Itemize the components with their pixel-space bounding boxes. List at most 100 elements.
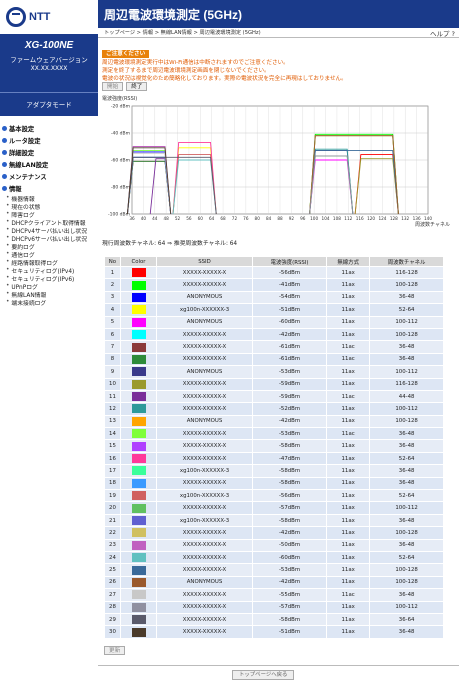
update-button[interactable]: 更新: [104, 646, 126, 655]
mode-cell: 11ax: [326, 612, 371, 627]
menu-item[interactable]: DHCPクライアント取得情報: [0, 218, 98, 227]
mode-cell: 11ax: [326, 439, 371, 453]
row-number: 10: [104, 377, 121, 391]
menu-item[interactable]: 無線LAN情報: [0, 290, 98, 299]
ssid-cell: XXXXX-XXXXX-X: [156, 451, 253, 466]
color-swatch: [119, 612, 158, 627]
table-row: 18 XXXXX-XXXXX-X -58dBm 11ax 36-48: [104, 476, 444, 491]
swatch: [131, 404, 146, 414]
menu-item[interactable]: DHCPv4サーバ払い出し状況: [0, 226, 98, 235]
ssid-cell: ANONYMOUS: [156, 290, 253, 305]
row-number: 9: [104, 365, 121, 379]
rssi-cell: -58dBm: [251, 464, 328, 478]
menu-group[interactable]: ルータ設定: [0, 134, 98, 146]
menu-group[interactable]: 詳細設定: [0, 146, 98, 158]
color-swatch: [119, 550, 158, 565]
table-row: 12 XXXXX-XXXXX-X -52dBm 11ax 100-112: [104, 402, 444, 416]
channel-cell: 36-48: [369, 538, 444, 553]
table-row: 30 XXXXX-XXXXX-X -51dBm 11ax 36-48: [104, 625, 444, 639]
rssi-cell: -42dBm: [251, 414, 328, 429]
column-header: 電波強度(RSSI): [251, 256, 328, 267]
page-title: 周辺電波環境測定 (5GHz): [98, 0, 459, 28]
channel-cell: 36-64: [369, 612, 444, 627]
stop-button[interactable]: 終了: [126, 81, 148, 91]
row-number: 7: [104, 340, 121, 354]
mode-cell: 11ax: [326, 625, 371, 639]
ssid-cell: xg100n-XXXXXX-3: [156, 489, 253, 503]
rssi-cell: -50dBm: [251, 538, 328, 553]
channel-cell: 100-128: [369, 526, 444, 540]
mode-cell: 11ax: [326, 414, 371, 429]
row-number: 23: [104, 538, 121, 553]
x-tick-label: 80: [255, 216, 261, 221]
swatch: [131, 590, 146, 600]
table-row: 8 XXXXX-XXXXX-X -61dBm 11ac 36-48: [104, 352, 444, 367]
swatch: [131, 602, 146, 612]
table-header-row: No Color SSID 電波強度(RSSI) 無線方式 周波数チャネル: [104, 256, 444, 267]
row-number: 20: [104, 501, 121, 515]
y-tick-label: -20 dBm: [111, 104, 130, 110]
start-button[interactable]: 開始: [102, 81, 124, 91]
channel-cell: 100-112: [369, 501, 444, 515]
signal-curve: [172, 142, 217, 215]
menu-item[interactable]: セキュリティログ(IPv4): [0, 266, 98, 275]
menu-item[interactable]: 経路情報取得ログ: [0, 258, 98, 267]
swatch: [131, 292, 146, 302]
caution-line: 周辺電波環境測定実行中はWi-Fi通信は中断されますのでご注意ください。: [102, 60, 289, 66]
menu-group[interactable]: メンテナンス: [0, 170, 98, 182]
menu-item[interactable]: DHCPv6サーバ払い出し状況: [0, 234, 98, 243]
ssid-cell: XXXXX-XXXXX-X: [156, 563, 253, 577]
mode-cell: 11ac: [326, 389, 371, 404]
ntt-logo: NTT: [0, 0, 98, 34]
table-row: 4 xg100n-XXXXXX-3 -51dBm 11ax 52-64: [104, 303, 444, 317]
rssi-cell: -54dBm: [251, 290, 328, 305]
menu-item[interactable]: 要約ログ: [0, 242, 98, 251]
channel-cell: 100-128: [369, 414, 444, 429]
menu-item[interactable]: セキュリティログ(IPv6): [0, 274, 98, 283]
row-number: 21: [104, 513, 121, 528]
menu-item[interactable]: 通信ログ: [0, 250, 98, 259]
ssid-cell: XXXXX-XXXXX-X: [156, 439, 253, 453]
table-row: 28 XXXXX-XXXXX-X -57dBm 11ax 100-112: [104, 600, 444, 614]
color-swatch: [119, 476, 158, 491]
channel-cell: 100-112: [369, 600, 444, 614]
help-link[interactable]: ヘルプ ?: [429, 30, 455, 38]
mode-cell: 11ax: [326, 464, 371, 478]
table-row: 6 XXXXX-XXXXX-X -42dBm 11ax 100-128: [104, 327, 444, 342]
menu-item[interactable]: 障害ログ: [0, 210, 98, 219]
mode-cell: 11ax: [326, 402, 371, 416]
ssid-cell: XXXXX-XXXXX-X: [156, 501, 253, 515]
mode-cell: 11ax: [326, 290, 371, 305]
rssi-cell: -47dBm: [251, 451, 328, 466]
x-tick-label: 52: [175, 216, 181, 221]
color-swatch: [119, 501, 158, 515]
mode-cell: 11ac: [326, 588, 371, 602]
row-number: 8: [104, 352, 121, 367]
back-to-top-button[interactable]: トップページへ戻る: [232, 670, 295, 680]
menu-item[interactable]: 機器情報: [0, 194, 98, 203]
mode-cell: 11ax: [326, 538, 371, 553]
row-number: 29: [104, 612, 121, 627]
menu-group[interactable]: 情報: [0, 182, 98, 194]
x-tick-label: 136: [413, 216, 421, 221]
breadcrumb-text[interactable]: トップページ > 情報 > 無線LAN情報 > 周辺電波環境測定 (5GHz): [104, 30, 261, 36]
menu-item[interactable]: 端末接続ログ: [0, 298, 98, 307]
x-tick-label: 84: [266, 216, 272, 221]
swatch: [131, 491, 146, 501]
x-tick-label: 72: [232, 216, 238, 221]
table-row: 17 xg100n-XXXXXX-3 -58dBm 11ax 36-48: [104, 464, 444, 478]
ssid-cell: XXXXX-XXXXX-X: [156, 340, 253, 354]
model-name: XG-100NE: [24, 40, 74, 51]
menu-group[interactable]: 基本設定: [0, 122, 98, 134]
menu-group[interactable]: 無線LAN設定: [0, 158, 98, 170]
menu-item[interactable]: 現在の状態: [0, 202, 98, 211]
row-number: 27: [104, 588, 121, 602]
menu-item[interactable]: UPnPログ: [0, 282, 98, 291]
y-tick-label: -100 dBm: [108, 212, 130, 218]
x-tick-label: 76: [243, 216, 249, 221]
mode-cell: 11ax: [326, 278, 371, 292]
swatch: [131, 516, 146, 525]
model-info: XG-100NE ファームウェアバージョン XX.XX.XXXX: [0, 34, 98, 92]
mode-cell: 11ax: [326, 451, 371, 466]
swatch: [131, 478, 146, 488]
